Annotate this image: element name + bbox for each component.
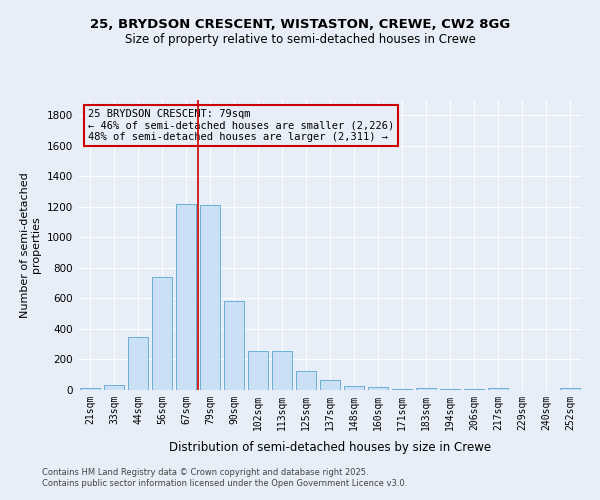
Bar: [440, 389, 460, 390]
Bar: [368, 387, 388, 390]
Bar: [272, 351, 292, 390]
Bar: [560, 388, 580, 390]
Bar: [80, 388, 100, 390]
Bar: [392, 389, 412, 390]
Bar: [320, 380, 340, 390]
Bar: [128, 336, 148, 390]
Bar: [488, 388, 508, 390]
Bar: [296, 371, 316, 390]
Bar: [224, 302, 244, 390]
Text: 25, BRYDSON CRESCENT, WISTASTON, CREWE, CW2 8GG: 25, BRYDSON CRESCENT, WISTASTON, CREWE, …: [90, 18, 510, 30]
X-axis label: Distribution of semi-detached houses by size in Crewe: Distribution of semi-detached houses by …: [169, 441, 491, 454]
Text: Size of property relative to semi-detached houses in Crewe: Size of property relative to semi-detach…: [125, 32, 475, 46]
Text: 25 BRYDSON CRESCENT: 79sqm
← 46% of semi-detached houses are smaller (2,226)
48%: 25 BRYDSON CRESCENT: 79sqm ← 46% of semi…: [88, 108, 394, 142]
Text: Contains HM Land Registry data © Crown copyright and database right 2025.
Contai: Contains HM Land Registry data © Crown c…: [42, 468, 407, 487]
Y-axis label: Number of semi-detached
properties: Number of semi-detached properties: [20, 172, 41, 318]
Bar: [416, 388, 436, 390]
Bar: [176, 204, 196, 390]
Bar: [152, 277, 172, 390]
Bar: [248, 351, 268, 390]
Bar: [104, 386, 124, 390]
Bar: [464, 389, 484, 390]
Bar: [344, 386, 364, 390]
Bar: [200, 206, 220, 390]
